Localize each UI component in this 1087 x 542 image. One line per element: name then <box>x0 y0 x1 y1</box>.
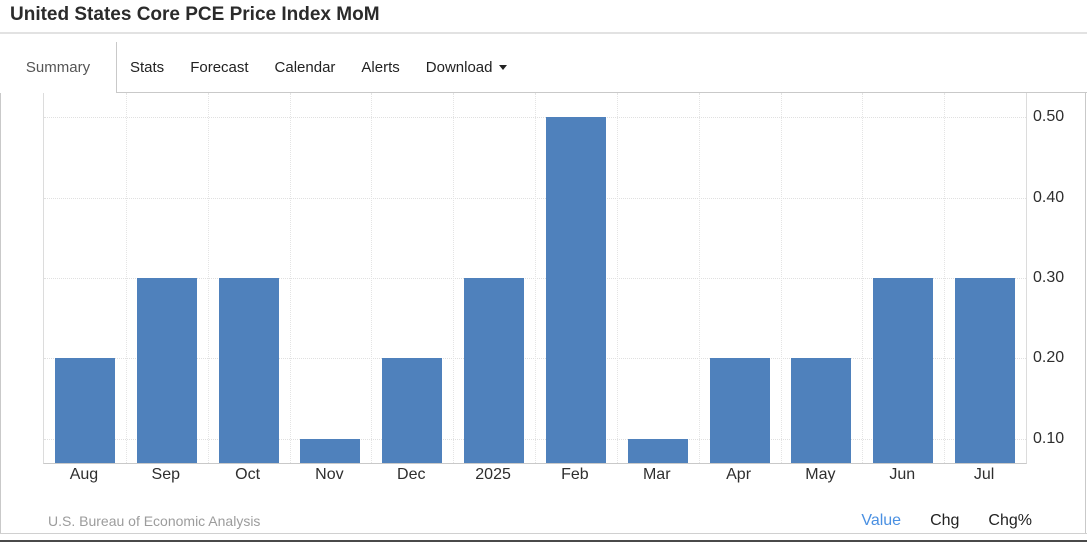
tab-stats[interactable]: Stats <box>117 42 177 92</box>
bar-Mar[interactable] <box>627 439 688 463</box>
vertical-gridline <box>862 93 864 463</box>
x-tick-label: Mar <box>642 466 671 483</box>
tab-download-label: Download <box>425 58 493 76</box>
panel-border-left <box>0 42 1 533</box>
x-axis-labels: Aug Sep Oct Nov Dec 2025 Feb Mar Apr May Jun Jul <box>43 466 1025 488</box>
bar-May[interactable] <box>791 358 852 463</box>
bar-Jun[interactable] <box>873 278 934 463</box>
y-tick-label: 0.10 <box>1033 429 1065 447</box>
tab-alerts-label: Alerts <box>361 58 400 76</box>
bar-Oct[interactable] <box>218 278 279 463</box>
vertical-gridline <box>780 93 782 463</box>
bar-Apr[interactable] <box>709 358 770 463</box>
tab-stats-label: Stats <box>130 58 165 76</box>
footer-links: Value Chg Chg% <box>861 512 1032 530</box>
bottom-divider <box>0 540 1087 542</box>
footer-link-chg[interactable]: Chg <box>930 512 960 529</box>
header-divider <box>0 32 1087 34</box>
bar-Nov[interactable] <box>300 439 361 463</box>
x-tick-label: Apr <box>726 466 752 483</box>
vertical-gridline <box>371 93 373 463</box>
footer-link-chgpct[interactable]: Chg% <box>988 512 1032 529</box>
vertical-gridline <box>616 93 618 463</box>
x-tick-label: Dec <box>397 466 426 483</box>
y-tick-label: 0.30 <box>1033 269 1065 286</box>
y-tick-label: 0.50 <box>1033 108 1065 126</box>
page-title: United States Core PCE Price Index MoM <box>10 4 380 25</box>
vertical-gridline <box>453 93 455 463</box>
bar-Feb[interactable] <box>545 117 606 463</box>
tab-forecast[interactable]: Forecast <box>177 42 261 92</box>
tab-summary-label: Summary <box>25 59 91 76</box>
plot-area <box>43 93 1027 464</box>
source-attribution: U.S. Bureau of Economic Analysis <box>48 513 261 529</box>
x-tick-label: Nov <box>315 466 344 483</box>
bar-Jul[interactable] <box>955 278 1016 463</box>
x-tick-label: Jun <box>889 466 916 483</box>
x-tick-label: Sep <box>151 466 180 483</box>
panel-border-bottom <box>0 533 1087 534</box>
x-tick-label: Oct <box>235 466 261 483</box>
vertical-gridline <box>207 93 209 463</box>
vertical-gridline <box>125 93 127 463</box>
y-tick-label: 0.40 <box>1033 188 1065 206</box>
y-tick-label: 0.20 <box>1033 349 1065 367</box>
tab-calendar[interactable]: Calendar <box>262 42 349 92</box>
vertical-gridline <box>944 93 946 463</box>
bar-Dec[interactable] <box>382 358 443 463</box>
vertical-gridline <box>289 93 291 463</box>
x-tick-label: Aug <box>69 466 99 483</box>
tab-forecast-label: Forecast <box>190 58 249 76</box>
vertical-gridline <box>535 93 536 463</box>
x-tick-label: 2025 <box>475 466 511 483</box>
bar-Sep[interactable] <box>136 278 197 463</box>
tab-download[interactable]: Download <box>413 42 521 92</box>
footer-link-value[interactable]: Value <box>861 512 902 529</box>
panel-border-right <box>1085 92 1086 533</box>
x-tick-label: Feb <box>561 466 589 483</box>
bar-Aug[interactable] <box>54 358 115 463</box>
x-tick-label: Jul <box>973 466 995 483</box>
tabstrip-divider <box>0 92 1087 93</box>
chevron-down-icon <box>499 64 508 70</box>
bar-2025[interactable] <box>464 278 525 463</box>
tab-alerts[interactable]: Alerts <box>348 42 412 92</box>
tab-bar: Summary Stats Forecast Calendar Alerts D… <box>0 42 1087 93</box>
vertical-gridline <box>698 93 700 463</box>
x-tick-label: May <box>805 466 836 483</box>
tab-summary[interactable]: Summary <box>0 42 117 93</box>
tab-calendar-label: Calendar <box>274 58 336 76</box>
